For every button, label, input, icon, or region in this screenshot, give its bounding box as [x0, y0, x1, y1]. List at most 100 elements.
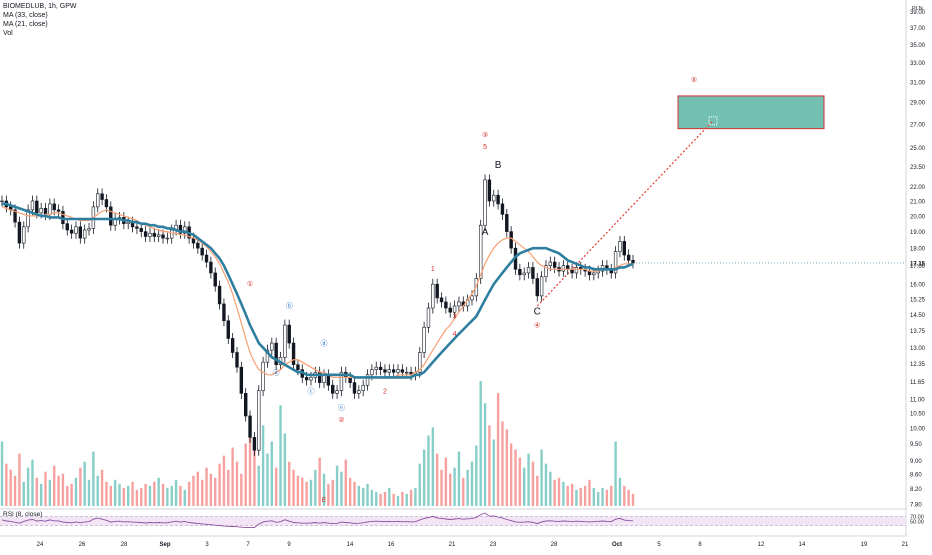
volume-bar — [583, 485, 587, 506]
volume-bar — [92, 451, 95, 506]
time-tick-label: 23 — [490, 542, 497, 548]
volume-bar — [135, 489, 139, 506]
volume-bar — [74, 477, 78, 506]
candle-body — [35, 200, 39, 214]
candle-body — [161, 234, 165, 239]
price-tick-label: 13.75 — [910, 329, 926, 335]
volume-bar — [183, 489, 186, 506]
candle-body — [156, 234, 161, 237]
candle-body — [126, 221, 130, 224]
volume-bar — [157, 477, 160, 506]
volume-bar — [53, 465, 56, 506]
price-tick-label: 15.25 — [910, 297, 926, 303]
volume-bar — [566, 485, 569, 506]
volume-bar — [466, 469, 469, 506]
time-tick-label: 8 — [698, 542, 702, 548]
candle-body — [96, 193, 100, 208]
volume-bar — [261, 425, 265, 506]
volume-bar — [240, 473, 243, 506]
volume-bar — [66, 485, 69, 506]
candle-body — [56, 209, 61, 212]
volume-bar — [401, 491, 404, 506]
legend-ma21[interactable]: MA (21, close) — [3, 21, 48, 28]
volume-bar — [274, 467, 278, 506]
candle-body — [100, 193, 104, 200]
volume-bar — [187, 481, 191, 506]
volume-bar — [344, 459, 347, 506]
candle-body — [252, 437, 257, 451]
volume-bar — [179, 485, 182, 506]
candle-body — [352, 382, 357, 394]
candle-body — [143, 231, 148, 237]
volume-bar — [288, 461, 291, 506]
candle-body — [357, 390, 361, 394]
volume-bar — [227, 469, 230, 506]
legend-vol[interactable]: Vol — [3, 30, 13, 37]
candle-body — [522, 272, 526, 276]
candle-body — [243, 393, 248, 417]
candle-body — [104, 199, 109, 208]
volume-bar — [431, 427, 435, 506]
legend-ma33[interactable]: MA (33, close) — [3, 12, 48, 19]
wave-label: ③ — [482, 131, 488, 139]
price-tick-label: 23.50 — [910, 165, 926, 171]
volume-bar — [309, 479, 313, 506]
volume-bar — [405, 493, 408, 506]
volume-bar — [26, 467, 30, 506]
volume-bar — [418, 463, 421, 506]
volume-bar — [518, 457, 522, 506]
rsi-legend[interactable]: RSI (8, close) — [3, 511, 43, 518]
volume-bar — [109, 485, 112, 506]
legend-symbol[interactable]: BIOMEDLUB, 1h, GPW — [3, 3, 77, 10]
price-tick-label: 10.00 — [910, 427, 926, 433]
candle-body — [561, 265, 566, 272]
volume-bar — [618, 477, 622, 506]
price-tick-label: 20.00 — [910, 214, 926, 220]
time-tick-label: 14 — [799, 542, 806, 548]
time-tick-label: 21 — [902, 542, 909, 548]
target-zone-box — [677, 95, 825, 130]
price-tick-label: 27.00 — [910, 123, 926, 129]
volume-bar — [370, 489, 374, 506]
volume-bar — [501, 421, 504, 506]
wave-label: E — [322, 497, 327, 504]
volume-bar — [523, 467, 526, 506]
volume-bar — [192, 475, 195, 506]
volume-bar — [353, 481, 356, 506]
candle-body — [183, 226, 187, 234]
volume-bar — [479, 381, 482, 506]
volume-bar — [409, 489, 413, 506]
candle-body — [444, 301, 448, 309]
candle-body — [287, 324, 291, 344]
candle-body — [452, 305, 457, 313]
volume-bar — [449, 473, 452, 506]
volume-bar — [118, 483, 121, 506]
candle-body — [396, 369, 400, 373]
volume-bar — [514, 449, 517, 506]
volume-bar — [305, 481, 308, 506]
price-tick-label: 8.20 — [910, 487, 922, 493]
volume-bar — [396, 495, 400, 506]
projection-handle — [708, 116, 718, 126]
time-tick-label: 3 — [205, 542, 209, 548]
time-tick-label: 7 — [246, 542, 250, 548]
candle-body — [82, 229, 87, 239]
candle-body — [222, 303, 226, 322]
candle-body — [170, 229, 174, 239]
volume-bar — [166, 487, 169, 506]
candle-body — [17, 221, 22, 244]
volume-bar — [161, 483, 165, 506]
volume-bar — [596, 491, 600, 506]
volume-bar — [505, 429, 508, 506]
candle-body — [178, 224, 183, 234]
wave-label: 3 — [453, 314, 457, 321]
volume-bar — [475, 445, 478, 506]
candle-body — [78, 226, 83, 239]
volume-bar — [470, 461, 474, 506]
price-tick-label: 39.00 — [910, 10, 926, 16]
candle-body — [492, 194, 496, 202]
candle-body — [378, 366, 383, 370]
currency-label: PLN — [912, 6, 923, 12]
